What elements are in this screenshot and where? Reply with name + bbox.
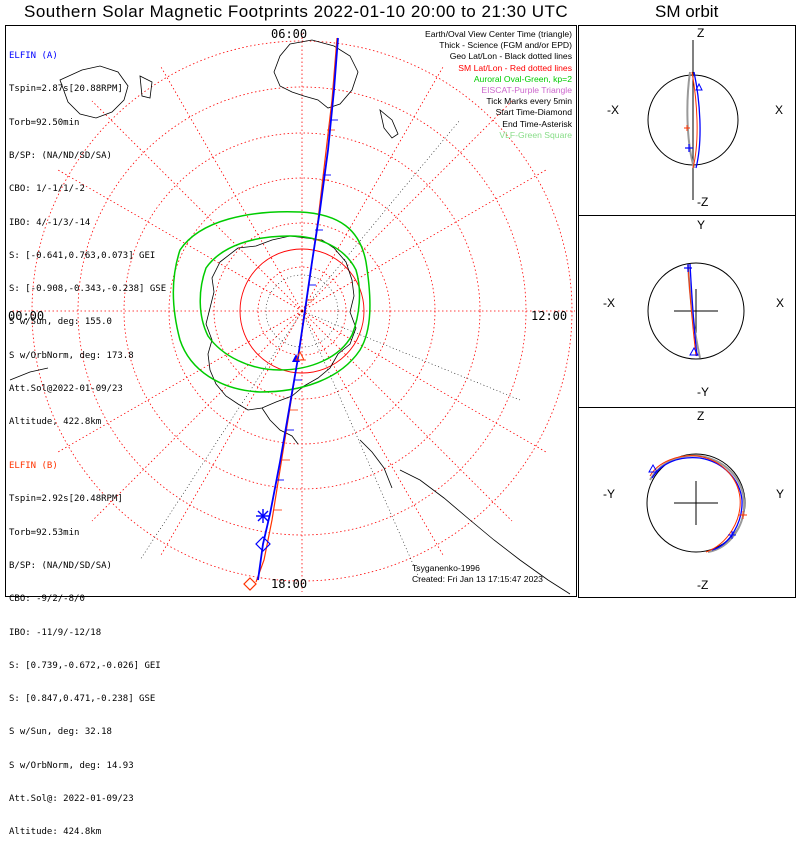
orbit-plots	[646, 40, 747, 553]
footprint-map-panel	[5, 25, 577, 597]
orbit3-bottom: -Z	[697, 578, 709, 592]
elfin-b-line: S: [0.847,0.471,-0.238] GSE	[9, 694, 156, 705]
orbit2-right: X	[776, 296, 785, 310]
page-title: Southern Solar Magnetic Footprints 2022-…	[24, 2, 569, 21]
elfin-a-line: CBO: 1/-1/1/-2	[9, 184, 85, 195]
orbit1-top: Z	[697, 26, 705, 40]
elfin-b-line: Tspin=2.92s[20.48RPM]	[9, 494, 123, 505]
elfin-a-info: ELFIN (A) Tspin=2.87s[20.88RPM] Torb=92.…	[9, 29, 166, 439]
elfin-a-line: S: [-0.641,0.763,0.073] GEI	[9, 250, 156, 261]
orbit3-right: Y	[776, 487, 785, 501]
footprint-map	[9, 30, 575, 595]
lt-label-top: 06:00	[271, 27, 308, 41]
orbit2-bottom: -Y	[697, 385, 709, 399]
credit: Tsyganenko-1996 Created: Fri Jan 13 17:1…	[412, 563, 543, 585]
lt-label-right: 12:00	[531, 309, 568, 323]
orbit2-top: Y	[697, 218, 706, 232]
elfin-a-line: Tspin=2.87s[20.88RPM]	[9, 84, 123, 95]
sm-lon-grid	[10, 30, 575, 592]
lt-label-left: 00:00	[8, 309, 45, 323]
elfin-b-line: S w/OrbNorm, deg: 14.93	[9, 760, 134, 771]
orbit3-left: -Y	[603, 487, 615, 501]
legend-item: Earth/Oval View Center Time (triangle)	[425, 29, 572, 39]
legend-item: VLF-Green Square	[499, 129, 572, 140]
legend-item: Thick - Science (FGM and/or EPD)	[439, 40, 572, 51]
coastlines	[9, 39, 571, 595]
legend-item: EISCAT-Purple Triangle	[481, 85, 572, 96]
elfin-a-line: S w/OrbNorm, deg: 173.8	[9, 350, 134, 361]
elfin-b-triangle	[295, 350, 305, 361]
elfin-a-line: IBO: 4/-1/3/-14	[9, 217, 91, 228]
elfin-b-line: Torb=92.53min	[9, 527, 80, 538]
elfin-b-line: Att.Sol@: 2022-01-09/23	[9, 794, 134, 804]
orbit-panel-yz	[578, 407, 796, 598]
credit-model: Tsyganenko-1996	[412, 563, 480, 573]
elfin-a-line: S: [-0.908,-0.343,-0.238] GSE	[9, 284, 167, 295]
orbit3-top: Z	[697, 409, 705, 423]
sm-pole-circle	[239, 248, 365, 374]
auroral-oval	[172, 211, 371, 393]
orbit2-left: -X	[603, 296, 615, 310]
elfin-a-header: ELFIN (A)	[9, 51, 58, 62]
elfin-a-end-asterisk	[256, 509, 270, 523]
elfin-b-header: ELFIN (B)	[9, 461, 58, 472]
orbit-title: SM orbit	[655, 2, 719, 21]
elfin-b-line: IBO: -11/9/-12/18	[9, 627, 102, 638]
elfin-b-line: CBO: -9/2/-8/0	[9, 594, 85, 605]
elfin-b-line: S: [0.739,-0.672,-0.026] GEI	[9, 660, 161, 671]
elfin-a-start-diamond	[255, 536, 271, 552]
elfin-b-line: Altitude: 424.8km	[9, 827, 102, 838]
elfin-a-line: Att.Sol@2022-01-09/23	[9, 384, 123, 394]
elfin-b-line: B/SP: (NA/ND/SD/SA)	[9, 561, 112, 572]
legend-item: Auroral Oval-Green, kp=2	[473, 73, 572, 84]
orbit1-right: X	[775, 103, 784, 117]
legend-item: Geo Lat/Lon - Black dotted lines	[449, 51, 572, 62]
legend-item: End Time-Asterisk	[502, 118, 572, 129]
elfin-a-line: B/SP: (NA/ND/SD/SA)	[9, 151, 112, 162]
orbit1-bottom: -Z	[697, 195, 709, 209]
legend: Earth/Oval View Center Time (triangle) Th…	[425, 29, 572, 141]
elfin-b-info: ELFIN (B) Tspin=2.92s[20.48RPM] Torb=92.…	[9, 439, 161, 849]
orbit1-left: -X	[607, 103, 619, 117]
elfin-a-line: S w/Sun, deg: 155.0	[9, 317, 112, 328]
elfin-a-line: Altitude, 422.8km	[9, 417, 102, 428]
elfin-a-line: Torb=92.50min	[9, 117, 80, 128]
elfin-a-track	[255, 37, 339, 581]
legend-item: Start Time-Diamond	[495, 107, 572, 118]
elfin-b-line: S w/Sun, deg: 32.18	[9, 727, 112, 738]
geo-grid	[139, 119, 521, 581]
lt-label-bottom: 18:00	[271, 577, 308, 591]
legend-item: SM Lat/Lon - Red dotted lines	[458, 62, 572, 73]
legend-item: Tick Marks every 5min	[486, 96, 572, 107]
elfin-b-start-diamond	[243, 577, 257, 591]
credit-created: Created: Fri Jan 13 17:15:47 2023	[412, 574, 543, 585]
